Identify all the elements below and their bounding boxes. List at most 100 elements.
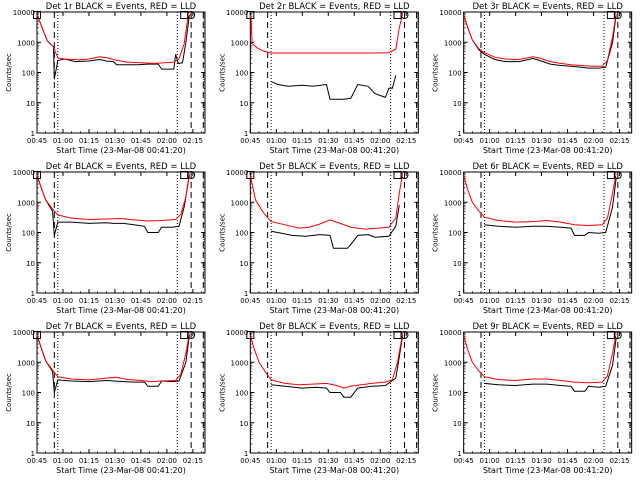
circle-marker [400, 331, 409, 339]
y-tick-label: 10000 [13, 329, 35, 337]
y-tick-label: 100 [235, 390, 248, 398]
y-tick-label: 10000 [439, 169, 461, 177]
x-tick-label: 00:45 [27, 457, 47, 465]
x-axis-label: Start Time (23-Mar-08 00:41:20) [56, 306, 186, 315]
chart-title: Det 4r BLACK = Events, RED = LLD [46, 162, 197, 172]
x-tick-label: 01:45 [131, 457, 151, 465]
x-tick-label: 01:45 [131, 297, 151, 305]
circle-marker [187, 171, 196, 179]
chart-panel-4: Det 4r BLACK = Events, RED = LLD 1 10 100 10… [5, 162, 206, 315]
x-tick-label: 02:00 [583, 297, 603, 305]
circle-marker [613, 331, 622, 339]
chart-title: Det 9r BLACK = Events, RED = LLD [472, 322, 623, 332]
square-marker [393, 331, 402, 339]
x-tick-label: 02:15 [183, 457, 203, 465]
x-tick-label: 00:45 [27, 137, 47, 145]
y-tick-label: 1000 [17, 39, 35, 47]
series-line-lld [463, 13, 617, 67]
x-axis-label: Start Time (23-Mar-08 00:41:20) [483, 306, 613, 315]
x-tick-label: 01:30 [532, 457, 552, 465]
x-tick-label: 02:15 [609, 297, 629, 305]
y-tick-label: 1 [244, 290, 248, 298]
series-line-lld [36, 13, 192, 64]
y-tick-label: 1000 [231, 39, 249, 47]
x-tick-label: 01:30 [318, 297, 338, 305]
y-tick-label: 100 [22, 390, 35, 398]
x-tick-label: 00:45 [240, 457, 260, 465]
y-tick-label: 100 [235, 70, 248, 78]
x-tick-label: 01:15 [292, 457, 312, 465]
x-tick-label: 01:00 [480, 137, 500, 145]
chart-panel-5: Det 5r BLACK = Events, RED = LLD 1 10 100 10… [218, 162, 419, 315]
plot-frame [463, 11, 633, 134]
y-tick-label: 10 [239, 260, 248, 268]
series-line-lld [463, 333, 617, 384]
series-line-lld [463, 173, 617, 227]
x-tick-label: 01:00 [266, 137, 286, 145]
chart-title: Det 2r BLACK = Events, RED = LLD [259, 2, 410, 12]
x-tick-label: 02:00 [157, 297, 177, 305]
series-line-events [463, 14, 617, 69]
x-tick-label: 02:15 [183, 137, 203, 145]
x-tick-label: 01:30 [105, 297, 125, 305]
circle-marker [400, 11, 409, 19]
x-tick-label: 01:45 [344, 137, 364, 145]
square-marker [246, 171, 255, 179]
y-tick-label: 10000 [226, 169, 248, 177]
y-tick-label: 1000 [17, 359, 35, 367]
y-tick-label: 10 [26, 420, 35, 428]
x-tick-label: 00:45 [240, 297, 260, 305]
x-axis-label: Start Time (23-Mar-08 00:41:20) [270, 146, 400, 155]
y-tick-label: 10 [453, 100, 462, 108]
x-axis-label: Start Time (23-Mar-08 00:41:20) [56, 146, 186, 155]
series-line-lld [36, 333, 190, 383]
chart-panel-8: Det 8r BLACK = Events, RED = LLD 1 10 100 10… [218, 322, 419, 475]
y-tick-label: 1000 [231, 199, 249, 207]
square-marker [393, 11, 402, 19]
chart-panel-3: Det 3r BLACK = Events, RED = LLD 1 10 100 10… [432, 2, 633, 155]
x-tick-label: 01:15 [506, 297, 526, 305]
chart-panel-6: Det 6r BLACK = Events, RED = LLD 1 10 100 10… [432, 162, 633, 315]
x-tick-label: 02:00 [370, 457, 390, 465]
x-tick-label: 00:45 [454, 457, 474, 465]
y-tick-label: 10 [26, 260, 35, 268]
square-marker [606, 171, 615, 179]
circle-marker [613, 11, 622, 19]
y-axis-label: Counts/sec [5, 53, 13, 92]
chart-title: Det 3r BLACK = Events, RED = LLD [472, 2, 623, 12]
circle-marker [187, 11, 196, 19]
x-tick-label: 01:15 [292, 297, 312, 305]
x-tick-label: 01:15 [506, 137, 526, 145]
x-tick-label: 01:00 [53, 297, 73, 305]
series-line-events [36, 334, 190, 393]
y-tick-label: 1000 [444, 199, 462, 207]
circle-marker [187, 331, 196, 339]
y-tick-label: 10 [239, 100, 248, 108]
x-tick-label: 01:00 [480, 457, 500, 465]
x-tick-label: 00:45 [240, 137, 260, 145]
x-tick-label: 02:00 [157, 137, 177, 145]
square-marker [180, 331, 189, 339]
y-tick-label: 10000 [439, 329, 461, 337]
square-marker [180, 171, 189, 179]
circle-marker [400, 171, 409, 179]
series-line-lld [36, 173, 190, 222]
y-tick-label: 1000 [444, 359, 462, 367]
y-axis-label: Counts/sec [218, 373, 226, 412]
x-axis-label: Start Time (23-Mar-08 00:41:20) [270, 306, 400, 315]
y-tick-label: 1 [31, 290, 35, 298]
x-tick-label: 02:00 [370, 297, 390, 305]
y-tick-label: 100 [22, 230, 35, 238]
y-tick-label: 10000 [226, 9, 248, 17]
plot-frame [36, 171, 206, 294]
square-marker [393, 171, 402, 179]
x-tick-label: 01:15 [79, 137, 99, 145]
x-tick-label: 01:45 [344, 457, 364, 465]
chart-panel-1: Det 1r BLACK = Events, RED = LLD 1 10 100 10… [5, 2, 206, 155]
x-tick-label: 00:45 [27, 297, 47, 305]
plot-frame [463, 331, 633, 454]
chart-panel-7: Det 7r BLACK = Events, RED = LLD 1 10 100 10… [5, 322, 206, 475]
y-axis-label: Counts/sec [5, 373, 13, 412]
y-axis-label: Counts/sec [218, 213, 226, 252]
